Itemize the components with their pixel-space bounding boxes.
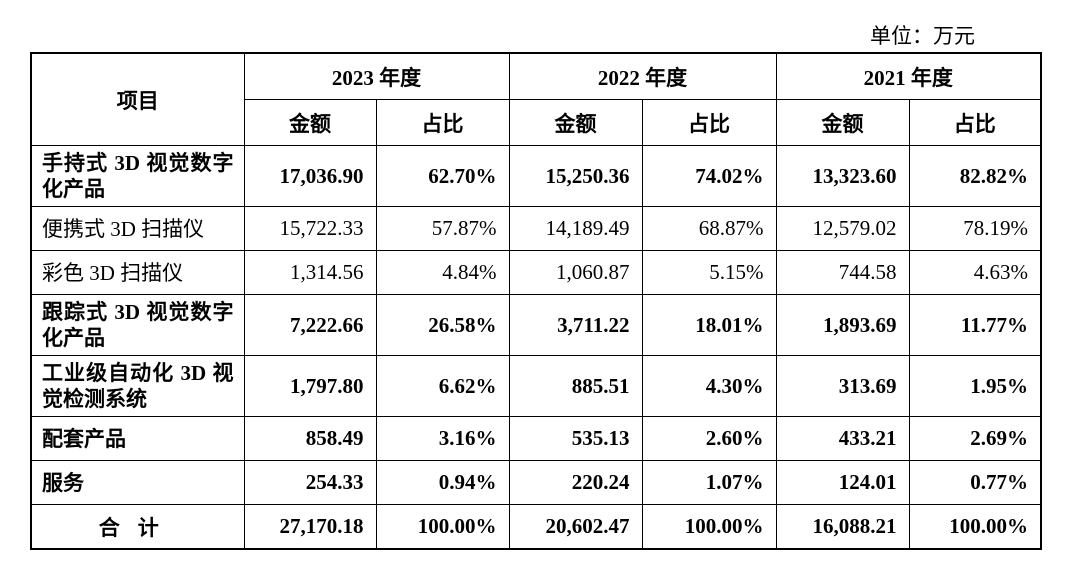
cell: 0.94% [375,460,510,505]
cell: 2.69% [908,416,1042,461]
table-row: 手持式 3D 视觉数字化产品 17,036.90 62.70% 15,250.36 74… [30,145,1042,207]
cell: 1,314.56 [243,250,377,295]
cell: 3,711.22 [508,294,643,356]
cell: 100.00% [908,504,1042,550]
table-body: 手持式 3D 视觉数字化产品 17,036.90 62.70% 15,250.36 74… [30,145,1042,550]
header-cell: 金额 [775,99,910,146]
cell: 0.77% [908,460,1042,505]
header-cell: 2021 年度 [775,52,1042,100]
cell: 74.02% [641,145,777,207]
cell: 220.24 [508,460,643,505]
header-cell: 2023 年度 [243,52,510,100]
table-row: 便携式 3D 扫描仪 15,722.33 57.87% 14,189.49 68.87%… [30,206,1042,251]
cell: 27,170.18 [243,504,377,550]
cell: 885.51 [508,355,643,417]
table-row: 合计 27,170.18 100.00% 20,602.47 100.00% 16,088… [30,504,1042,550]
cell: 14,189.49 [508,206,643,251]
cell: 4.30% [641,355,777,417]
cell: 62.70% [375,145,510,207]
cell: 744.58 [775,250,910,295]
header-cell: 占比 [375,99,510,146]
cell: 7,222.66 [243,294,377,356]
header-row: 项目 2023 年度 2022 年度 2021 年度 [30,52,1042,146]
row-label: 彩色 3D 扫描仪 [30,250,245,295]
row-label: 工业级自动化 3D 视觉检测系统 [30,355,245,417]
cell: 16,088.21 [775,504,910,550]
row-label: 服务 [30,460,245,505]
table-header: 项目 2023 年度 2022 年度 2021 年度 金额 占比 金额 占比 金额 占比 [30,52,1042,146]
cell: 1,797.80 [243,355,377,417]
table-row: 工业级自动化 3D 视觉检测系统 1,797.80 6.62% 885.51 4.30%… [30,355,1042,417]
cell: 11.77% [908,294,1042,356]
table-row: 跟踪式 3D 视觉数字化产品 7,222.66 26.58% 3,711.22 18.0… [30,294,1042,356]
cell: 20,602.47 [508,504,643,550]
header-cell: 占比 [908,99,1042,146]
cell: 78.19% [908,206,1042,251]
row-label: 配套产品 [30,416,245,461]
cell: 13,323.60 [775,145,910,207]
cell: 858.49 [243,416,377,461]
cell: 15,722.33 [243,206,377,251]
cell: 26.58% [375,294,510,356]
cell: 1,893.69 [775,294,910,356]
header-cell: 2022 年度 [508,52,777,100]
cell: 68.87% [641,206,777,251]
cell: 2.60% [641,416,777,461]
row-label: 便携式 3D 扫描仪 [30,206,245,251]
row-label: 手持式 3D 视觉数字化产品 [30,145,245,207]
cell: 100.00% [375,504,510,550]
cell: 1.95% [908,355,1042,417]
cell: 12,579.02 [775,206,910,251]
cell: 15,250.36 [508,145,643,207]
data-table: 项目 2023 年度 2022 年度 2021 年度 金额 占比 金额 占比 金额 占比 手持式 … [30,52,1042,550]
header-cell: 金额 [243,99,377,146]
row-label: 跟踪式 3D 视觉数字化产品 [30,294,245,356]
cell: 254.33 [243,460,377,505]
cell: 1.07% [641,460,777,505]
row-label: 合计 [30,504,245,550]
cell: 124.01 [775,460,910,505]
table-row: 彩色 3D 扫描仪 1,314.56 4.84% 1,060.87 5.15% 744.5… [30,250,1042,295]
cell: 3.16% [375,416,510,461]
cell: 6.62% [375,355,510,417]
cell: 4.84% [375,250,510,295]
cell: 82.82% [908,145,1042,207]
cell: 313.69 [775,355,910,417]
cell: 433.21 [775,416,910,461]
cell: 5.15% [641,250,777,295]
header-cell: 金额 [508,99,643,146]
unit-note: 单位：万元 [870,24,975,48]
cell: 535.13 [508,416,643,461]
cell: 4.63% [908,250,1042,295]
cell: 18.01% [641,294,777,356]
cell: 57.87% [375,206,510,251]
table-row: 配套产品 858.49 3.16% 535.13 2.60% 433.21 2.69% [30,416,1042,461]
cell: 1,060.87 [508,250,643,295]
cell: 100.00% [641,504,777,550]
cell: 17,036.90 [243,145,377,207]
table-row: 服务 254.33 0.94% 220.24 1.07% 124.01 0.77% [30,460,1042,505]
header-cell: 占比 [641,99,777,146]
header-cell: 项目 [30,52,245,146]
